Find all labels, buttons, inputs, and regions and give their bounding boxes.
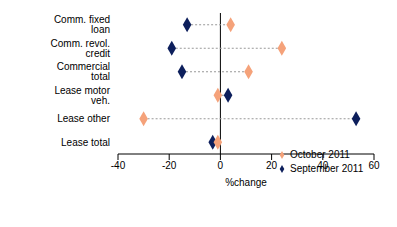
svg-text:60: 60: [368, 160, 380, 171]
svg-text:%change: %change: [225, 177, 267, 188]
svg-text:-40: -40: [111, 160, 126, 171]
svg-text:Comm. fixedloan: Comm. fixedloan: [54, 14, 110, 35]
svg-text:40: 40: [317, 160, 329, 171]
svg-text:-20: -20: [162, 160, 177, 171]
svg-text:20: 20: [266, 160, 278, 171]
svg-text:Lease motorveh.: Lease motorveh.: [54, 85, 110, 106]
svg-text:Lease other: Lease other: [57, 113, 110, 124]
svg-text:Comm. revol.credit: Comm. revol.credit: [51, 38, 111, 59]
svg-text:0: 0: [218, 160, 224, 171]
svg-text:Commercialtotal: Commercialtotal: [57, 61, 110, 82]
svg-text:Lease total: Lease total: [61, 137, 110, 148]
